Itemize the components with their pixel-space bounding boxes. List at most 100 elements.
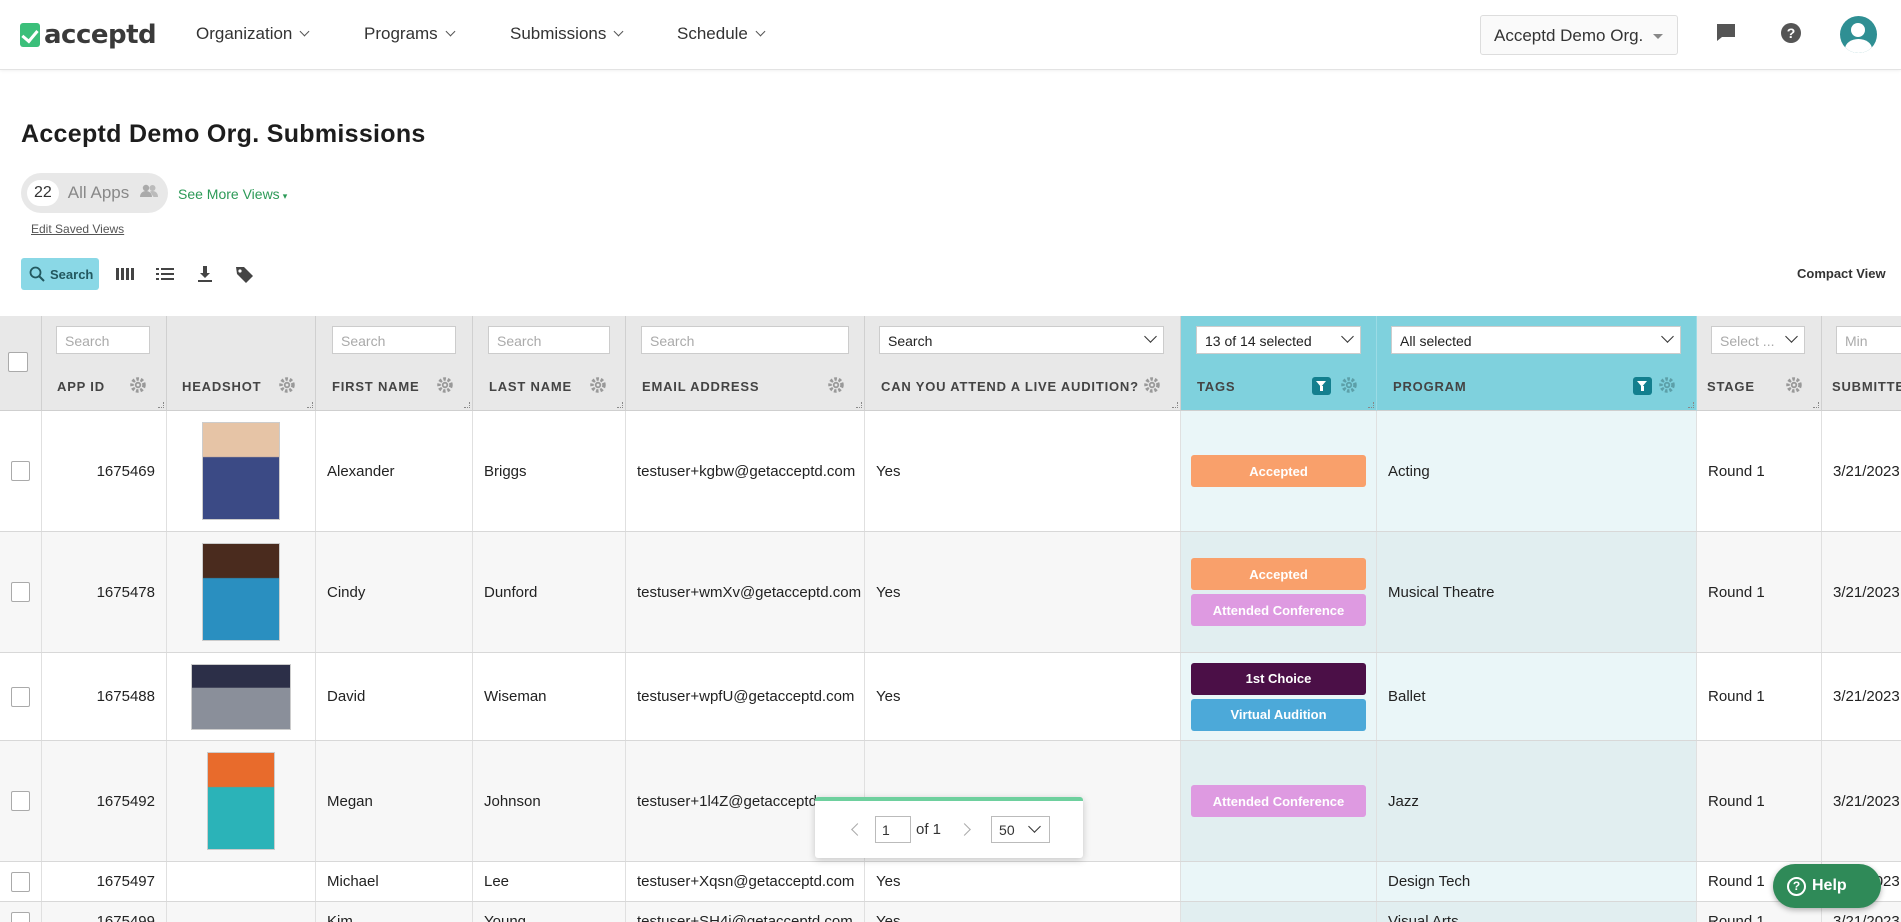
app-id-search-input[interactable]: Search	[56, 326, 150, 354]
resize-handle[interactable]	[307, 402, 313, 408]
see-more-views-link[interactable]: See More Views ▾	[178, 186, 287, 202]
live-audition-filter-select[interactable]: Search	[879, 326, 1164, 354]
table-row[interactable]: 1675469 Alexander Briggs testuser+kgbw@geta…	[0, 411, 1901, 532]
header-select-all	[0, 316, 42, 411]
nav-label: Schedule	[677, 24, 748, 43]
headshot-image[interactable]	[207, 752, 275, 850]
gear-icon[interactable]	[1786, 377, 1802, 393]
edit-saved-views-link[interactable]: Edit Saved Views	[31, 222, 125, 236]
table-row[interactable]: 1675499 Kim Young testuser+SH4j@getacceptd.…	[0, 902, 1901, 922]
search-button-label: Search	[50, 266, 94, 282]
email-cell: testuser+wpfU@getacceptd.com	[626, 653, 865, 740]
first-name-search-input[interactable]: Search	[332, 326, 456, 354]
nav-organization[interactable]: Organization	[196, 24, 310, 44]
select-all-checkbox[interactable]	[8, 352, 28, 372]
last-name-search-input[interactable]: Search	[488, 326, 610, 354]
submitted-header-label[interactable]: SUBMITTE	[1832, 379, 1901, 394]
filter-active-icon[interactable]	[1312, 377, 1331, 395]
program-header-label[interactable]: PROGRAM	[1393, 379, 1467, 394]
email-header-label[interactable]: EMAIL ADDRESS	[642, 379, 760, 394]
resize-handle[interactable]	[617, 402, 623, 408]
nav-programs[interactable]: Programs	[364, 24, 456, 44]
tag-icon[interactable]	[231, 260, 259, 288]
headshot-header-label[interactable]: HEADSHOT	[182, 379, 262, 394]
submitted-min-input[interactable]: Min	[1836, 326, 1901, 354]
gear-icon[interactable]	[1144, 377, 1160, 393]
program-filter-select[interactable]: All selected	[1391, 326, 1681, 354]
table-row[interactable]: 1675488 David Wiseman testuser+wpfU@getacce…	[0, 653, 1901, 741]
user-avatar[interactable]	[1840, 16, 1877, 53]
filter-value: 13 of 14 selected	[1205, 333, 1312, 349]
page-size-select[interactable]: 50	[991, 816, 1051, 843]
prev-page-icon[interactable]	[851, 823, 864, 836]
tag-badge[interactable]: Virtual Audition	[1191, 698, 1366, 731]
resize-handle[interactable]	[464, 402, 470, 408]
row-select-cell	[0, 653, 42, 740]
headshot-image[interactable]	[202, 543, 280, 641]
download-icon[interactable]	[191, 260, 219, 288]
gear-icon[interactable]	[130, 377, 146, 393]
chevron-down-icon	[1028, 820, 1041, 833]
help-button[interactable]: ? Help	[1773, 864, 1881, 908]
gear-icon[interactable]	[1341, 377, 1357, 393]
next-page-icon[interactable]	[958, 823, 971, 836]
nav-submissions[interactable]: Submissions	[510, 24, 624, 44]
first-name-header-label[interactable]: FIRST NAME	[332, 379, 420, 394]
resize-handle[interactable]	[1813, 402, 1819, 408]
row-checkbox[interactable]	[11, 791, 30, 811]
tag-badge[interactable]: Accepted	[1191, 558, 1366, 590]
tag-badge[interactable]: Accepted	[1191, 455, 1366, 487]
resize-handle[interactable]	[1172, 402, 1178, 408]
filter-value: Select ...	[1720, 333, 1775, 349]
gear-icon[interactable]	[279, 377, 295, 393]
help-circle-icon[interactable]: ?	[1780, 22, 1804, 46]
headshot-image[interactable]	[202, 422, 280, 520]
header-first-name: Search FIRST NAME	[316, 316, 473, 411]
tags-header-label[interactable]: TAGS	[1197, 379, 1236, 394]
columns-icon[interactable]	[111, 260, 139, 288]
org-selector[interactable]: Acceptd Demo Org.	[1480, 15, 1678, 55]
resize-handle[interactable]	[856, 402, 862, 408]
resize-handle[interactable]	[1368, 402, 1374, 408]
headshot-image[interactable]	[191, 663, 291, 730]
table-row[interactable]: 1675478 Cindy Dunford testuser+wmXv@getacce…	[0, 532, 1901, 653]
stage-filter-select[interactable]: Select ...	[1711, 326, 1805, 354]
gear-icon[interactable]	[1659, 377, 1675, 393]
last-name-header-label[interactable]: LAST NAME	[489, 379, 573, 394]
filter-active-icon[interactable]	[1633, 377, 1652, 395]
row-checkbox[interactable]	[11, 911, 30, 922]
tag-badge[interactable]: 1st Choice	[1191, 662, 1366, 695]
view-count-badge: 22	[27, 180, 59, 206]
stage-header-label[interactable]: STAGE	[1707, 379, 1755, 394]
resize-handle[interactable]	[158, 402, 164, 408]
chevron-down-icon	[1341, 330, 1354, 343]
header-program: All selected PROGRAM	[1377, 316, 1697, 411]
headshot-cell	[167, 741, 316, 861]
resize-handle[interactable]	[1688, 402, 1694, 408]
row-checkbox[interactable]	[11, 871, 30, 892]
acceptd-logo[interactable]: acceptd	[20, 20, 157, 50]
saved-view-all-apps[interactable]: 22 All Apps	[21, 173, 168, 213]
email-cell: testuser+SH4j@getacceptd.com	[626, 902, 865, 922]
search-button[interactable]: Search	[21, 258, 99, 290]
nav-schedule[interactable]: Schedule	[677, 24, 766, 44]
gear-icon[interactable]	[828, 377, 844, 393]
row-checkbox[interactable]	[11, 461, 30, 481]
tag-badge[interactable]: Attended Conference	[1191, 594, 1366, 626]
stage-cell: Round 1	[1697, 653, 1822, 740]
row-checkbox[interactable]	[11, 582, 30, 602]
live-audition-header-label[interactable]: CAN YOU ATTEND A LIVE AUDITION?	[881, 379, 1139, 394]
app-id-header-label[interactable]: APP ID	[57, 379, 105, 394]
list-view-icon[interactable]	[151, 260, 179, 288]
gear-icon[interactable]	[590, 377, 606, 393]
tags-filter-select[interactable]: 13 of 14 selected	[1196, 326, 1361, 354]
compact-view-toggle[interactable]: Compact View	[1797, 266, 1886, 281]
row-checkbox[interactable]	[11, 686, 30, 707]
gear-icon[interactable]	[437, 377, 453, 393]
page-number-input[interactable]: 1	[875, 816, 911, 843]
chat-icon[interactable]	[1715, 22, 1739, 46]
nav-label: Submissions	[510, 24, 607, 43]
tag-badge[interactable]: Attended Conference	[1191, 785, 1366, 817]
email-search-input[interactable]: Search	[641, 326, 849, 354]
table-row[interactable]: 1675497 Michael Lee testuser+Xqsn@getaccept…	[0, 862, 1901, 902]
